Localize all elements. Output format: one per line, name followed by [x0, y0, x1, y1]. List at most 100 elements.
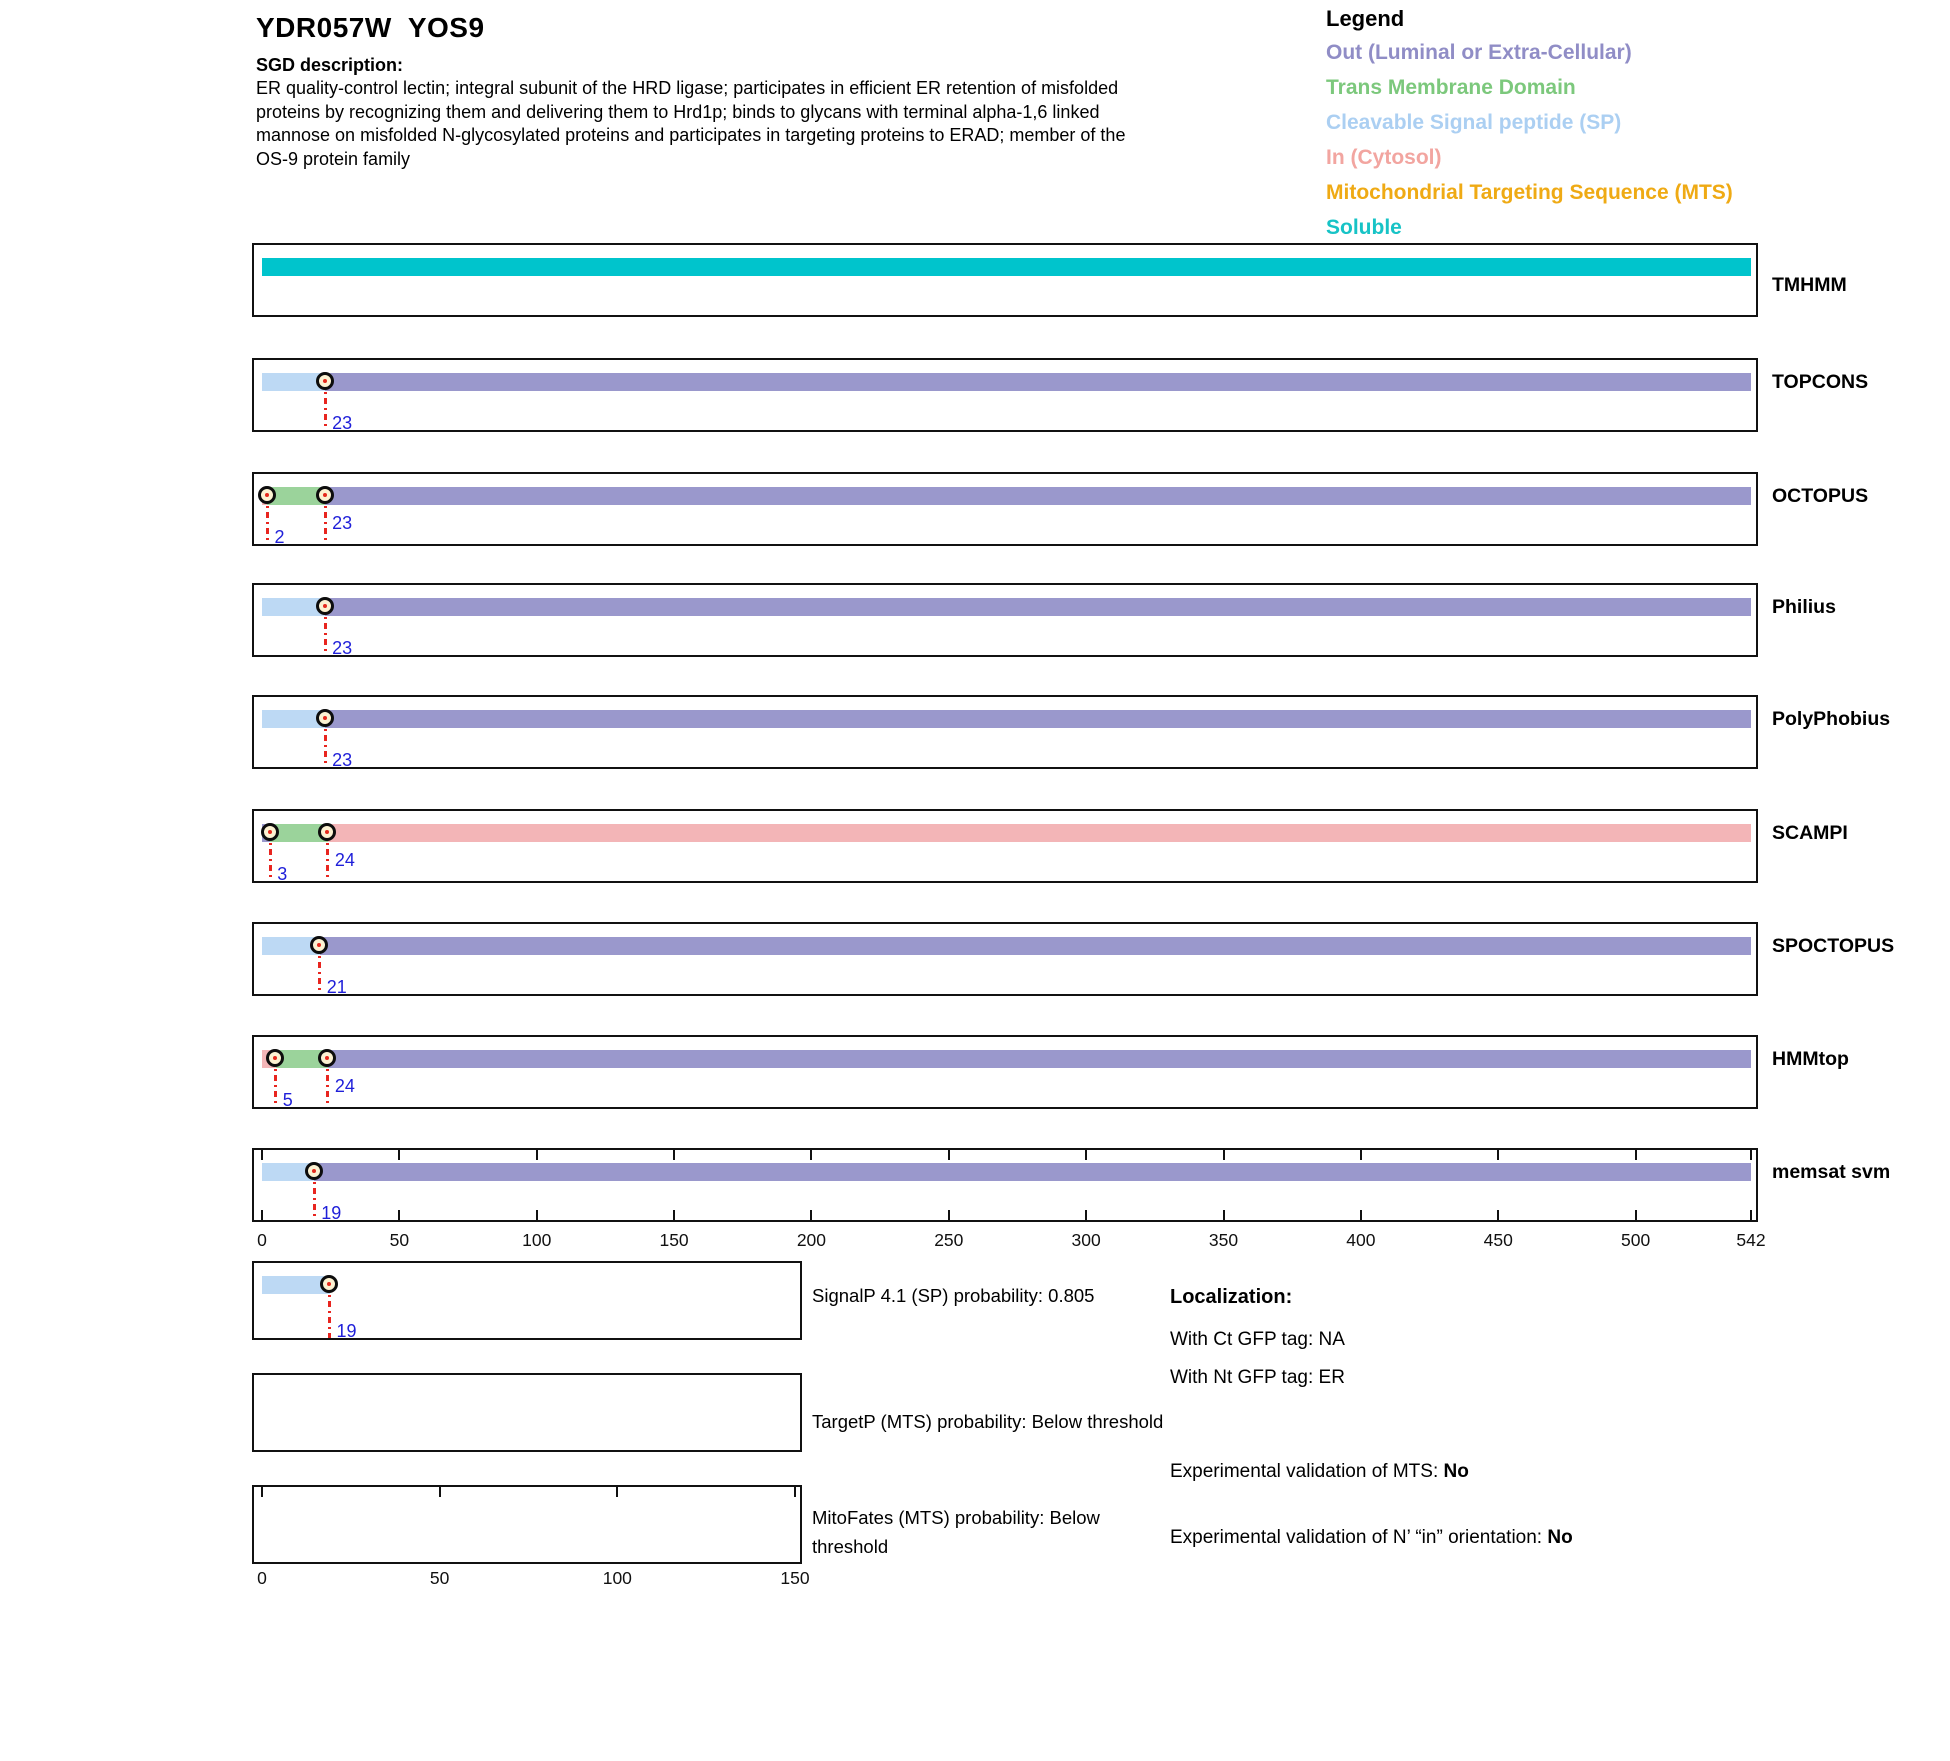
track-box-tmhmm: [252, 243, 1758, 317]
x-axis-label-bottom: 0: [257, 1568, 267, 1588]
x-axis-label: 542: [1736, 1230, 1766, 1250]
segment-sp: [262, 1276, 330, 1294]
axis-tick: [673, 1210, 676, 1220]
axis-tick: [947, 1210, 950, 1220]
segment-in: [327, 824, 1751, 842]
axis-tick: [1085, 1150, 1088, 1160]
x-axis-label-bottom: 150: [780, 1568, 810, 1588]
legend-item-in: In (Cytosol): [1326, 146, 1442, 169]
boundary-position-number: 2: [274, 527, 285, 547]
axis-tick: [438, 1487, 441, 1497]
track-label-spoctopus: SPOCTOPUS: [1772, 935, 1895, 957]
legend-item-tm: Trans Membrane Domain: [1326, 76, 1576, 99]
boundary-line: [328, 1285, 331, 1338]
x-axis-label: 200: [796, 1230, 827, 1250]
sgd-description-text: ER quality-control lectin; integral subu…: [256, 78, 1126, 169]
axis-tick: [261, 1487, 263, 1497]
boundary-marker: [315, 597, 334, 615]
nt-gfp-line: With Nt GFP tag: ER: [1170, 1367, 1345, 1388]
track-label-philius: Philius: [1772, 596, 1836, 618]
segment-sp: [262, 710, 326, 728]
localization-heading: Localization:: [1170, 1286, 1293, 1308]
boundary-marker: [320, 1275, 338, 1293]
boundary-position-number: 19: [336, 1321, 357, 1341]
legend-item-out: Out (Luminal or Extra-Cellular): [1326, 41, 1632, 64]
track-label-tmhmm: TMHMM: [1772, 274, 1847, 296]
track-label-polyphobius: PolyPhobius: [1772, 708, 1891, 730]
axis-tick: [261, 1150, 263, 1160]
axis-tick: [1634, 1150, 1637, 1160]
track-box-scampi: 3 24: [252, 809, 1758, 884]
boundary-position-number: 23: [332, 513, 353, 533]
axis-tick: [1497, 1150, 1500, 1160]
segment-sp: [262, 598, 326, 616]
track-box-polyphobius: 23: [252, 695, 1758, 770]
x-axis-label-bottom: 100: [602, 1568, 632, 1588]
x-axis-label: 500: [1621, 1230, 1651, 1250]
page-title: YDR057W YOS9: [256, 12, 485, 43]
boundary-marker: [266, 1049, 285, 1067]
axis-tick: [810, 1150, 813, 1160]
segment-out: [325, 487, 1751, 505]
boundary-line: [323, 382, 327, 430]
axis-tick: [1085, 1210, 1088, 1220]
probability-box-mitofates: [252, 1485, 802, 1564]
boundary-marker: [318, 1049, 337, 1067]
ct-gfp-line: With Ct GFP tag: NA: [1170, 1329, 1345, 1350]
boundary-line: [268, 833, 272, 881]
axis-tick: [1750, 1210, 1752, 1220]
axis-tick: [398, 1210, 401, 1220]
axis-tick: [794, 1487, 796, 1497]
axis-tick: [616, 1487, 619, 1497]
segment-tm: [267, 487, 326, 505]
track-box-octopus: 2 23: [252, 472, 1758, 547]
boundary-line: [323, 607, 327, 655]
track-box-memsat-svm: 19: [252, 1148, 1758, 1223]
boundary-line: [323, 496, 327, 544]
boundary-position-number: 19: [321, 1203, 342, 1223]
segment-soluble: [262, 258, 1751, 276]
axis-tick: [1222, 1150, 1225, 1160]
boundary-marker: [315, 486, 334, 504]
track-box-philius: 23: [252, 583, 1758, 658]
x-axis-label-bottom: 50: [429, 1568, 450, 1588]
segment-tm: [270, 824, 328, 842]
mts-validation-line: Experimental validation of MTS: No: [1170, 1461, 1469, 1483]
axis-tick: [261, 1210, 263, 1220]
signalp-caption: SignalP 4.1 (SP) probability: 0.805: [812, 1285, 1095, 1306]
boundary-marker: [304, 1162, 323, 1180]
x-axis-label: 150: [659, 1230, 689, 1250]
mts-validation-label: Experimental validation of MTS:: [1170, 1461, 1444, 1482]
track-box-hmmtop: 5 24: [252, 1035, 1758, 1110]
x-axis-label: 450: [1483, 1230, 1513, 1250]
boundary-marker: [315, 372, 334, 390]
boundary-line: [326, 833, 330, 881]
orientation-validation-label: Experimental validation of N’ “in” orien…: [1170, 1527, 1548, 1548]
axis-tick: [535, 1150, 538, 1160]
boundary-line: [323, 719, 327, 767]
x-axis-label: 100: [522, 1230, 552, 1250]
track-label-hmmtop: HMMtop: [1772, 1048, 1849, 1070]
axis-tick: [1359, 1210, 1362, 1220]
boundary-marker: [315, 709, 334, 727]
orientation-validation-line: Experimental validation of N’ “in” orien…: [1170, 1527, 1573, 1549]
boundary-line: [274, 1059, 278, 1107]
axis-tick: [398, 1150, 401, 1160]
x-axis-label: 300: [1071, 1230, 1101, 1250]
axis-tick: [1497, 1210, 1500, 1220]
segment-out: [325, 373, 1751, 391]
segment-sp: [262, 373, 326, 391]
x-axis-label: 250: [934, 1230, 964, 1250]
boundary-line: [326, 1059, 330, 1107]
boundary-position-number: 5: [282, 1090, 293, 1110]
x-axis-label: 350: [1208, 1230, 1239, 1250]
x-axis-label: 50: [389, 1230, 410, 1250]
boundary-position-number: 24: [334, 850, 355, 870]
boundary-position-number: 23: [332, 750, 353, 770]
boundary-marker: [257, 486, 276, 504]
boundary-marker: [318, 823, 337, 841]
sgd-description-label: SGD description:: [256, 55, 404, 75]
axis-tick: [1359, 1150, 1362, 1160]
segment-out: [319, 937, 1751, 955]
track-label-memsat-svm: memsat svm: [1772, 1161, 1891, 1183]
